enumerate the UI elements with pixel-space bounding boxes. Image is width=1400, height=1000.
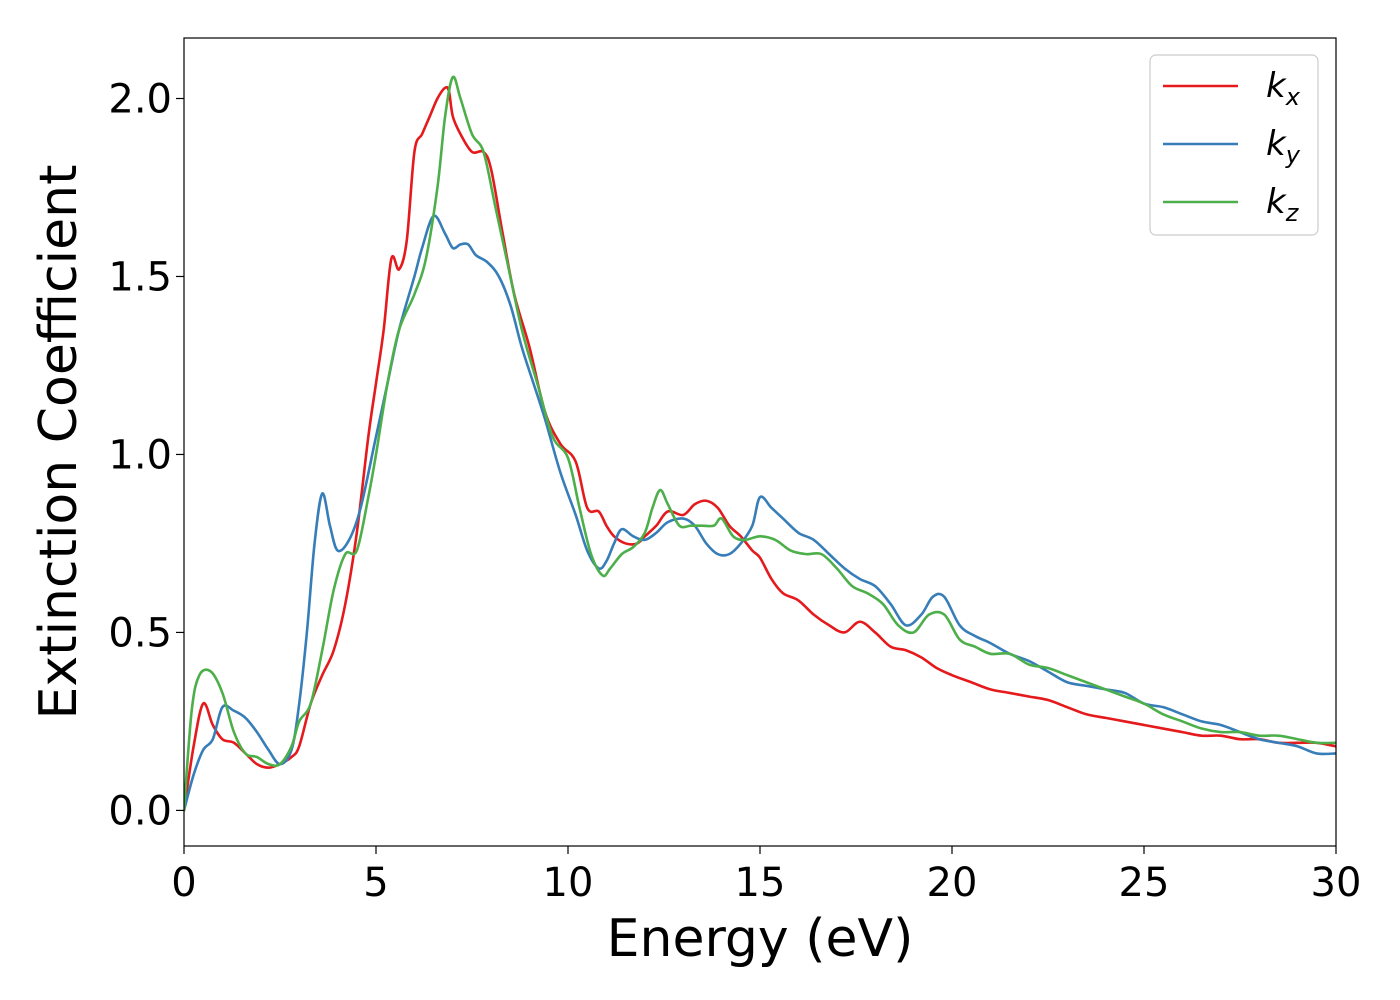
legend-label-ky: ky <box>1266 124 1301 169</box>
series-lines <box>184 75 1336 812</box>
y-tick-label: 0.0 <box>108 788 172 834</box>
legend: kx ky kz <box>1149 54 1319 236</box>
x-tick-label: 30 <box>1311 860 1362 906</box>
x-tick-label: 0 <box>171 860 196 906</box>
legend-label-kz: kz <box>1266 182 1300 227</box>
legend-label-kx: kx <box>1266 66 1301 111</box>
series-line-kx <box>184 85 1336 812</box>
x-tick-label: 20 <box>927 860 978 906</box>
x-tick-label: 15 <box>735 860 786 906</box>
series-line-ky <box>184 214 1336 812</box>
x-axis-title: Energy (eV) <box>607 909 914 969</box>
y-tick-label: 0.5 <box>108 610 172 656</box>
y-tick-label: 2.0 <box>108 77 172 123</box>
x-tick-label: 10 <box>543 860 594 906</box>
y-tick-label: 1.0 <box>108 432 172 478</box>
y-axis-title: Extinction Coefficient <box>29 165 89 720</box>
x-axis-ticks: 0 5 10 15 20 25 30 <box>171 846 1361 906</box>
x-tick-label: 25 <box>1119 860 1170 906</box>
y-axis-ticks: 0.0 0.5 1.0 1.5 2.0 <box>108 77 184 834</box>
y-tick-label: 1.5 <box>108 254 172 300</box>
series-line-kz <box>184 75 1336 812</box>
x-tick-label: 5 <box>363 860 388 906</box>
